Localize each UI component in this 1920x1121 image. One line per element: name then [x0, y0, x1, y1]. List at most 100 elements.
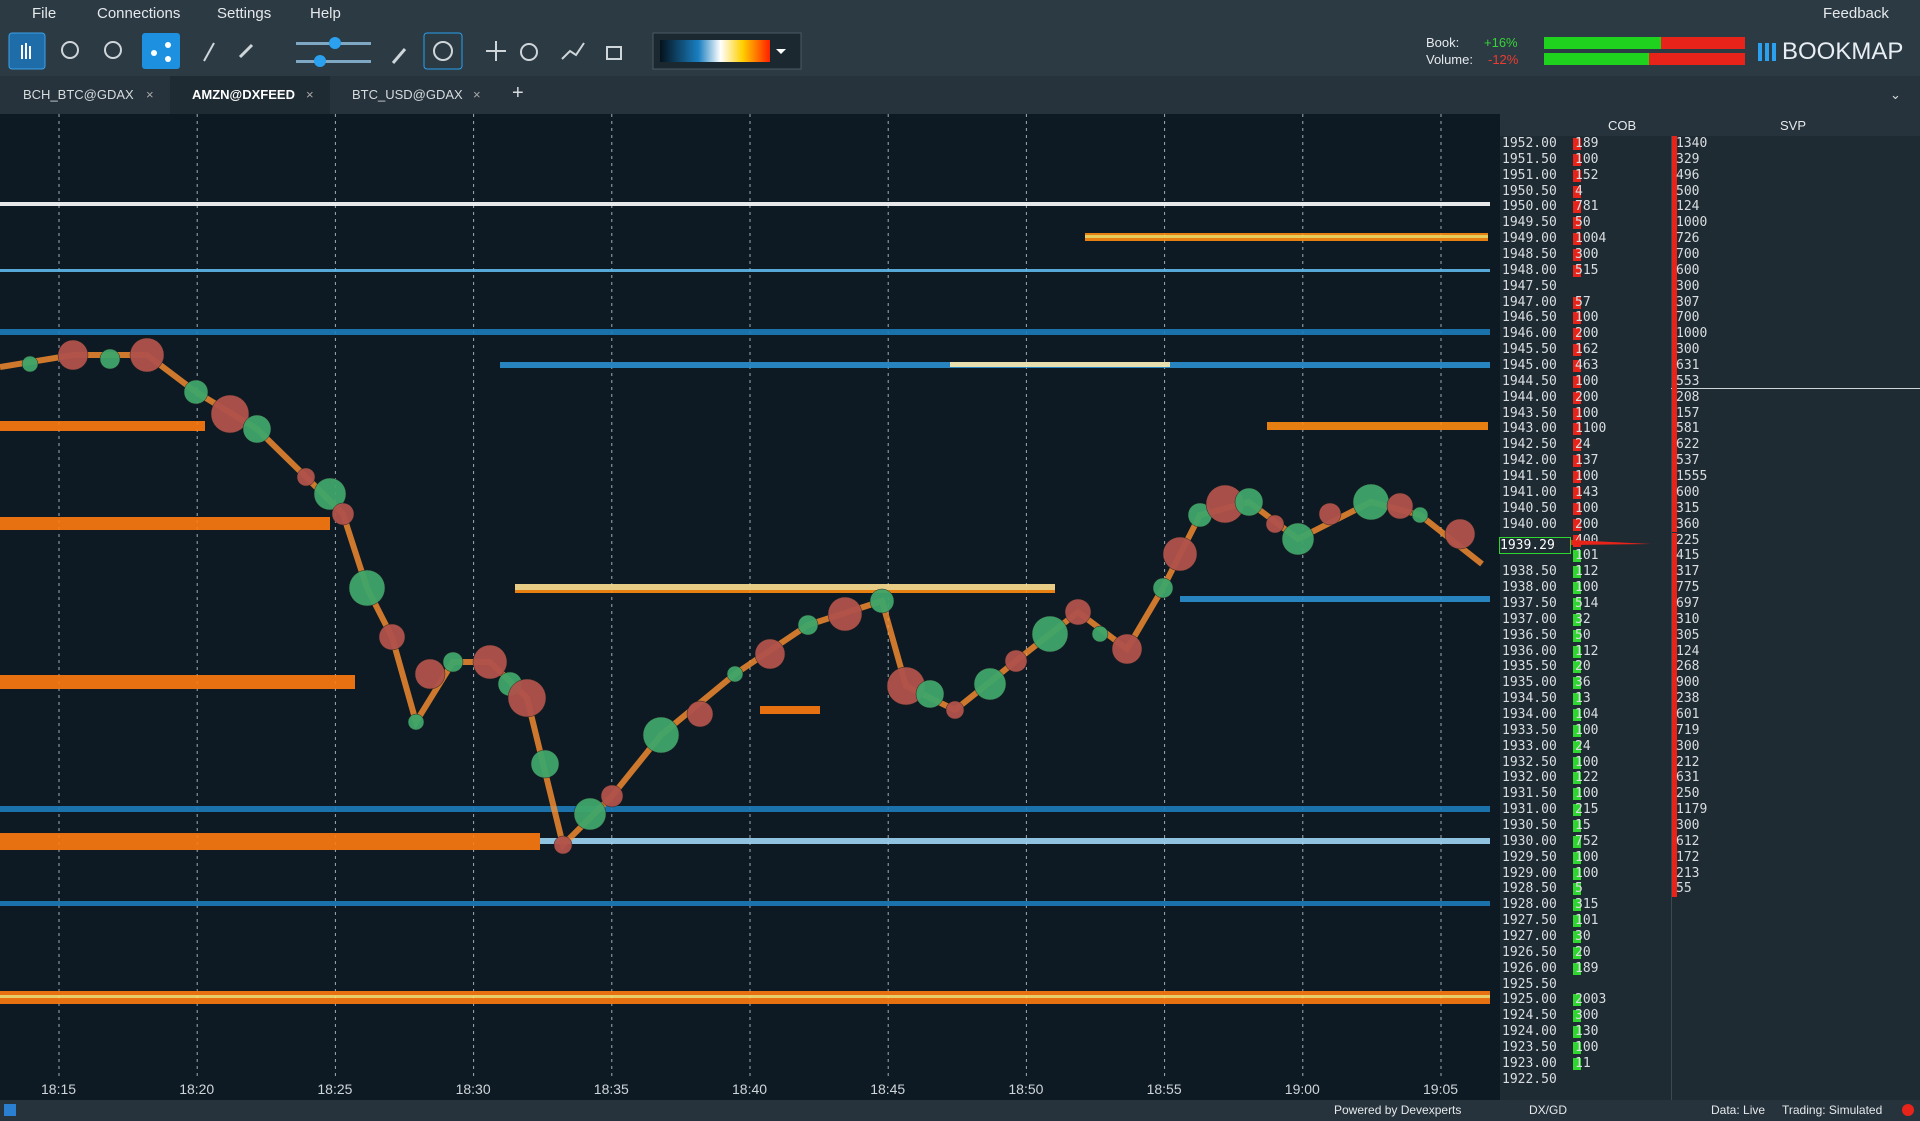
trade-bubble — [553, 835, 573, 855]
timer-tool[interactable] — [520, 43, 538, 61]
lock-tool[interactable] — [606, 46, 622, 60]
trade-bubble — [869, 588, 895, 614]
svp-bar — [1672, 247, 1677, 263]
status-text: Powered by Devexperts — [1334, 1103, 1462, 1117]
trade-bubble — [407, 713, 425, 731]
svp-bar — [1672, 358, 1677, 374]
current-price-arrow — [1571, 540, 1651, 545]
cob-bar — [1573, 233, 1581, 246]
tab[interactable]: AMZN@DXFEED — [192, 87, 295, 102]
cob-bar — [1573, 566, 1581, 579]
cob-size: 24 — [1575, 437, 1591, 453]
svp-left-volume: 581 — [1676, 421, 1700, 437]
cob-size: 20 — [1575, 944, 1591, 960]
price-label: 1927.00 — [1502, 929, 1557, 944]
price-label: 1936.50 — [1502, 627, 1557, 643]
svp-left-volume: 124 — [1676, 199, 1700, 215]
svp-left-volume: 900 — [1676, 675, 1700, 691]
menu-item[interactable]: Help — [310, 5, 341, 22]
menu-item[interactable]: Settings — [217, 5, 272, 22]
zoom-in[interactable] — [61, 41, 79, 59]
menu-item[interactable]: Connections — [97, 5, 181, 22]
price-label: 1952.00 — [1502, 136, 1557, 151]
price-label: 1930.50 — [1502, 817, 1557, 833]
current-price: 1939.29 — [1499, 537, 1571, 554]
price-label: 1947.00 — [1502, 294, 1557, 310]
svp-bar — [1672, 437, 1677, 454]
trade-bubble — [348, 569, 386, 607]
cob-size: 32 — [1575, 611, 1591, 627]
time-axis: 18:15 18:20 18:25 18:30 18:35 18:40 18:45 18:50… — [0, 1078, 1500, 1100]
svp-bar — [1672, 627, 1677, 644]
cob-bar — [1573, 312, 1581, 325]
cob-bar — [1573, 1057, 1581, 1070]
cob-bar — [1573, 471, 1581, 484]
tab-menu[interactable]: ⌄ — [1890, 87, 1901, 102]
tab[interactable]: BTC_USD@GDAX — [352, 87, 463, 102]
svp-left-volume: 719 — [1676, 722, 1700, 738]
trade-bubble — [1352, 483, 1390, 521]
svp-left-volume: 697 — [1676, 595, 1700, 611]
trade-bubble — [642, 716, 680, 754]
crosshair-tool[interactable] — [486, 41, 506, 61]
tool-icon[interactable] — [203, 42, 215, 62]
zoom-out[interactable] — [104, 41, 122, 59]
svp-bar — [1672, 469, 1677, 485]
cob-bar — [1573, 138, 1581, 150]
cob-bar — [1573, 582, 1581, 595]
price-label: 1947.50 — [1502, 278, 1557, 294]
cob-size: 1004 — [1575, 231, 1607, 247]
volume-change: -12% — [1488, 52, 1519, 67]
cob-bar — [1573, 867, 1581, 880]
price-label: 1923.00 — [1502, 1055, 1557, 1071]
trade-bubble — [973, 667, 1007, 701]
cob-size: 100 — [1575, 849, 1599, 865]
menu-item[interactable]: File — [32, 5, 57, 22]
svp-left-volume: 1340 — [1676, 136, 1708, 151]
cob-bar — [1573, 851, 1581, 864]
svp-left-volume: 1000 — [1676, 326, 1708, 342]
svp-left-volume: 1555 — [1676, 469, 1708, 485]
cob-bar — [1573, 391, 1581, 404]
cob-size: 200 — [1575, 389, 1599, 405]
feedback-link[interactable]: Feedback — [1823, 5, 1889, 22]
price-label: 1941.50 — [1502, 469, 1557, 485]
svp-left-volume: 600 — [1676, 484, 1700, 500]
price-label: 1946.00 — [1502, 326, 1557, 342]
cob-size: 200 — [1575, 516, 1599, 532]
svp-bar — [1672, 722, 1677, 739]
svp-bar — [1672, 342, 1677, 359]
tab[interactable]: BCH_BTC@GDAX — [23, 87, 134, 102]
svp-bar — [1672, 532, 1677, 549]
share-tool[interactable] — [142, 33, 180, 69]
trade-bubble — [99, 348, 121, 370]
svp-bar — [1672, 643, 1677, 660]
svp-left-volume: 124 — [1676, 643, 1700, 659]
cob-size: 104 — [1575, 706, 1599, 722]
price-label: 1951.50 — [1502, 151, 1557, 167]
cob-bar — [1573, 756, 1581, 769]
cob-size: 122 — [1575, 770, 1599, 786]
cob-bar — [1573, 486, 1581, 499]
contrast-slider[interactable] — [296, 60, 371, 63]
svp-bar — [1672, 770, 1677, 787]
price-label: 1923.50 — [1502, 1040, 1557, 1056]
add-tab[interactable]: + — [512, 82, 524, 104]
cob-bar — [1573, 518, 1581, 531]
cob-size: 189 — [1575, 136, 1599, 151]
brand-logo: BOOKMAP — [1782, 38, 1904, 65]
svp-left-volume: 208 — [1676, 389, 1700, 405]
price-label: 1930.00 — [1502, 833, 1557, 849]
volume-bar — [1544, 53, 1649, 65]
indicator-tool[interactable] — [561, 42, 585, 60]
chat-tool[interactable] — [423, 32, 463, 70]
cob-bar — [1573, 946, 1581, 959]
link-tool[interactable] — [238, 43, 254, 59]
cob-bar — [1573, 360, 1581, 373]
pencil-tool[interactable] — [391, 48, 407, 64]
svp-bar — [1672, 611, 1677, 628]
svp-left-volume: 238 — [1676, 691, 1700, 707]
trade-bubble — [414, 658, 446, 690]
active-tab[interactable] — [170, 76, 330, 116]
svp-bar — [1672, 231, 1677, 248]
